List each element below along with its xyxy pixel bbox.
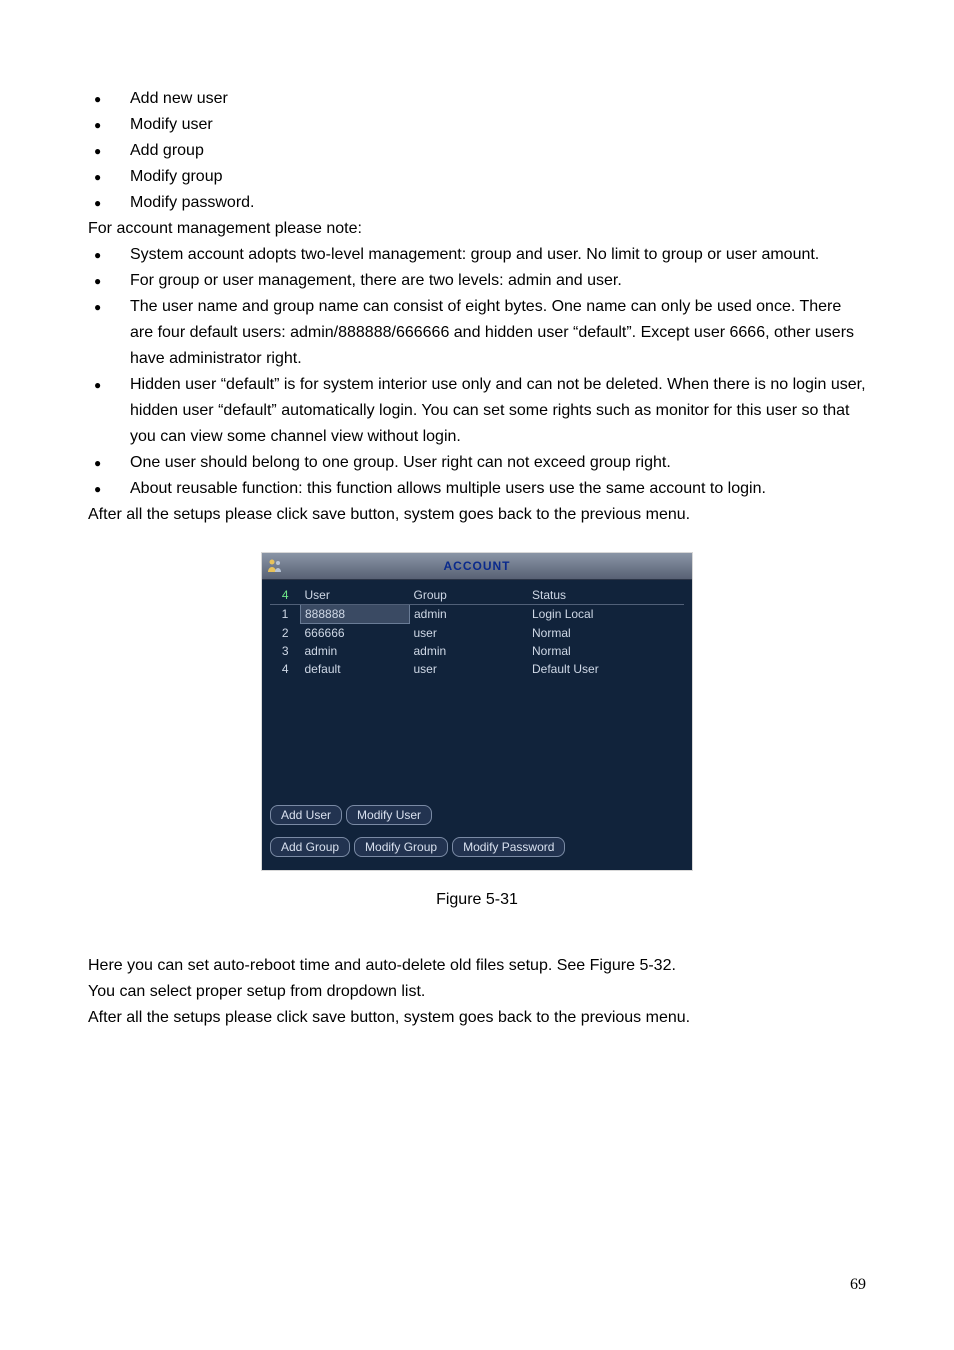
account-table-header-row: 4 User Group Status <box>270 586 684 605</box>
account-table-row[interactable]: 2666666userNormal <box>270 624 684 643</box>
account-col-status: Status <box>528 586 684 605</box>
account-row-index: 2 <box>270 624 301 643</box>
account-user-table: 4 User Group Status 1888888adminLogin Lo… <box>270 586 684 678</box>
account-row-index: 1 <box>270 605 301 624</box>
account-note-bullet-item: For group or user management, there are … <box>88 268 866 294</box>
feature-bullet-item: Add new user <box>88 86 866 112</box>
account-table-row[interactable]: 3adminadminNormal <box>270 642 684 660</box>
add-group-button[interactable]: Add Group <box>270 837 350 857</box>
account-table-row[interactable]: 1888888adminLogin Local <box>270 605 684 624</box>
account-row-user: 666666 <box>301 624 410 643</box>
account-notes-bullet-list: System account adopts two-level manageme… <box>88 242 866 502</box>
feature-bullet-item: Add group <box>88 138 866 164</box>
people-icon <box>262 553 288 579</box>
auto-maintain-section: Here you can set auto-reboot time and au… <box>88 953 866 1031</box>
figure-caption: Figure 5-31 <box>88 887 866 913</box>
account-note-intro: For account management please note: <box>88 216 866 242</box>
account-row-status: Default User <box>528 660 684 678</box>
account-window: ACCOUNT 4 User Group Status 1888888admin… <box>261 552 693 871</box>
auto-maintain-line-3: After all the setups please click save b… <box>88 1005 866 1031</box>
modify-user-button[interactable]: Modify User <box>346 805 432 825</box>
account-note-bullet-item: Hidden user “default” is for system inte… <box>88 372 866 450</box>
after-setups-line: After all the setups please click save b… <box>88 502 866 528</box>
account-note-bullet-item: The user name and group name can consist… <box>88 294 866 372</box>
account-note-bullet-item: One user should belong to one group. Use… <box>88 450 866 476</box>
account-titlebar: ACCOUNT <box>262 553 692 580</box>
account-window-title: ACCOUNT <box>288 553 692 579</box>
feature-bullet-item: Modify group <box>88 164 866 190</box>
account-button-row-2: Add GroupModify GroupModify Password <box>270 834 684 860</box>
feature-bullet-item: Modify user <box>88 112 866 138</box>
account-row-user: default <box>301 660 410 678</box>
account-note-bullet-item: System account adopts two-level manageme… <box>88 242 866 268</box>
modify-group-button[interactable]: Modify Group <box>354 837 448 857</box>
account-count-header: 4 <box>270 586 301 605</box>
account-table-empty-area <box>270 678 684 796</box>
body-text: Add new userModify userAdd groupModify g… <box>88 86 866 1031</box>
account-col-group: Group <box>410 586 529 605</box>
account-row-index: 3 <box>270 642 301 660</box>
account-row-status: Normal <box>528 642 684 660</box>
account-col-user: User <box>301 586 410 605</box>
account-window-body: 4 User Group Status 1888888adminLogin Lo… <box>262 580 692 870</box>
feature-bullet-item: Modify password. <box>88 190 866 216</box>
feature-bullet-list: Add new userModify userAdd groupModify g… <box>88 86 866 216</box>
account-row-group: user <box>410 660 529 678</box>
account-row-group: user <box>410 624 529 643</box>
modify-password-button[interactable]: Modify Password <box>452 837 565 857</box>
add-user-button[interactable]: Add User <box>270 805 342 825</box>
auto-maintain-line-2: You can select proper setup from dropdow… <box>88 979 866 1005</box>
account-note-bullet-item: About reusable function: this function a… <box>88 476 866 502</box>
account-row-status: Login Local <box>528 605 684 624</box>
page-number: 69 <box>850 1276 866 1294</box>
account-row-index: 4 <box>270 660 301 678</box>
account-table-row[interactable]: 4defaultuserDefault User <box>270 660 684 678</box>
account-button-row-1: Add UserModify User <box>270 802 684 828</box>
account-row-status: Normal <box>528 624 684 643</box>
auto-maintain-line-1: Here you can set auto-reboot time and au… <box>88 953 866 979</box>
document-page: Add new userModify userAdd groupModify g… <box>0 0 954 1350</box>
account-row-group: admin <box>410 642 529 660</box>
account-row-user: admin <box>301 642 410 660</box>
account-row-user: 888888 <box>301 605 410 624</box>
account-row-group: admin <box>410 605 529 624</box>
